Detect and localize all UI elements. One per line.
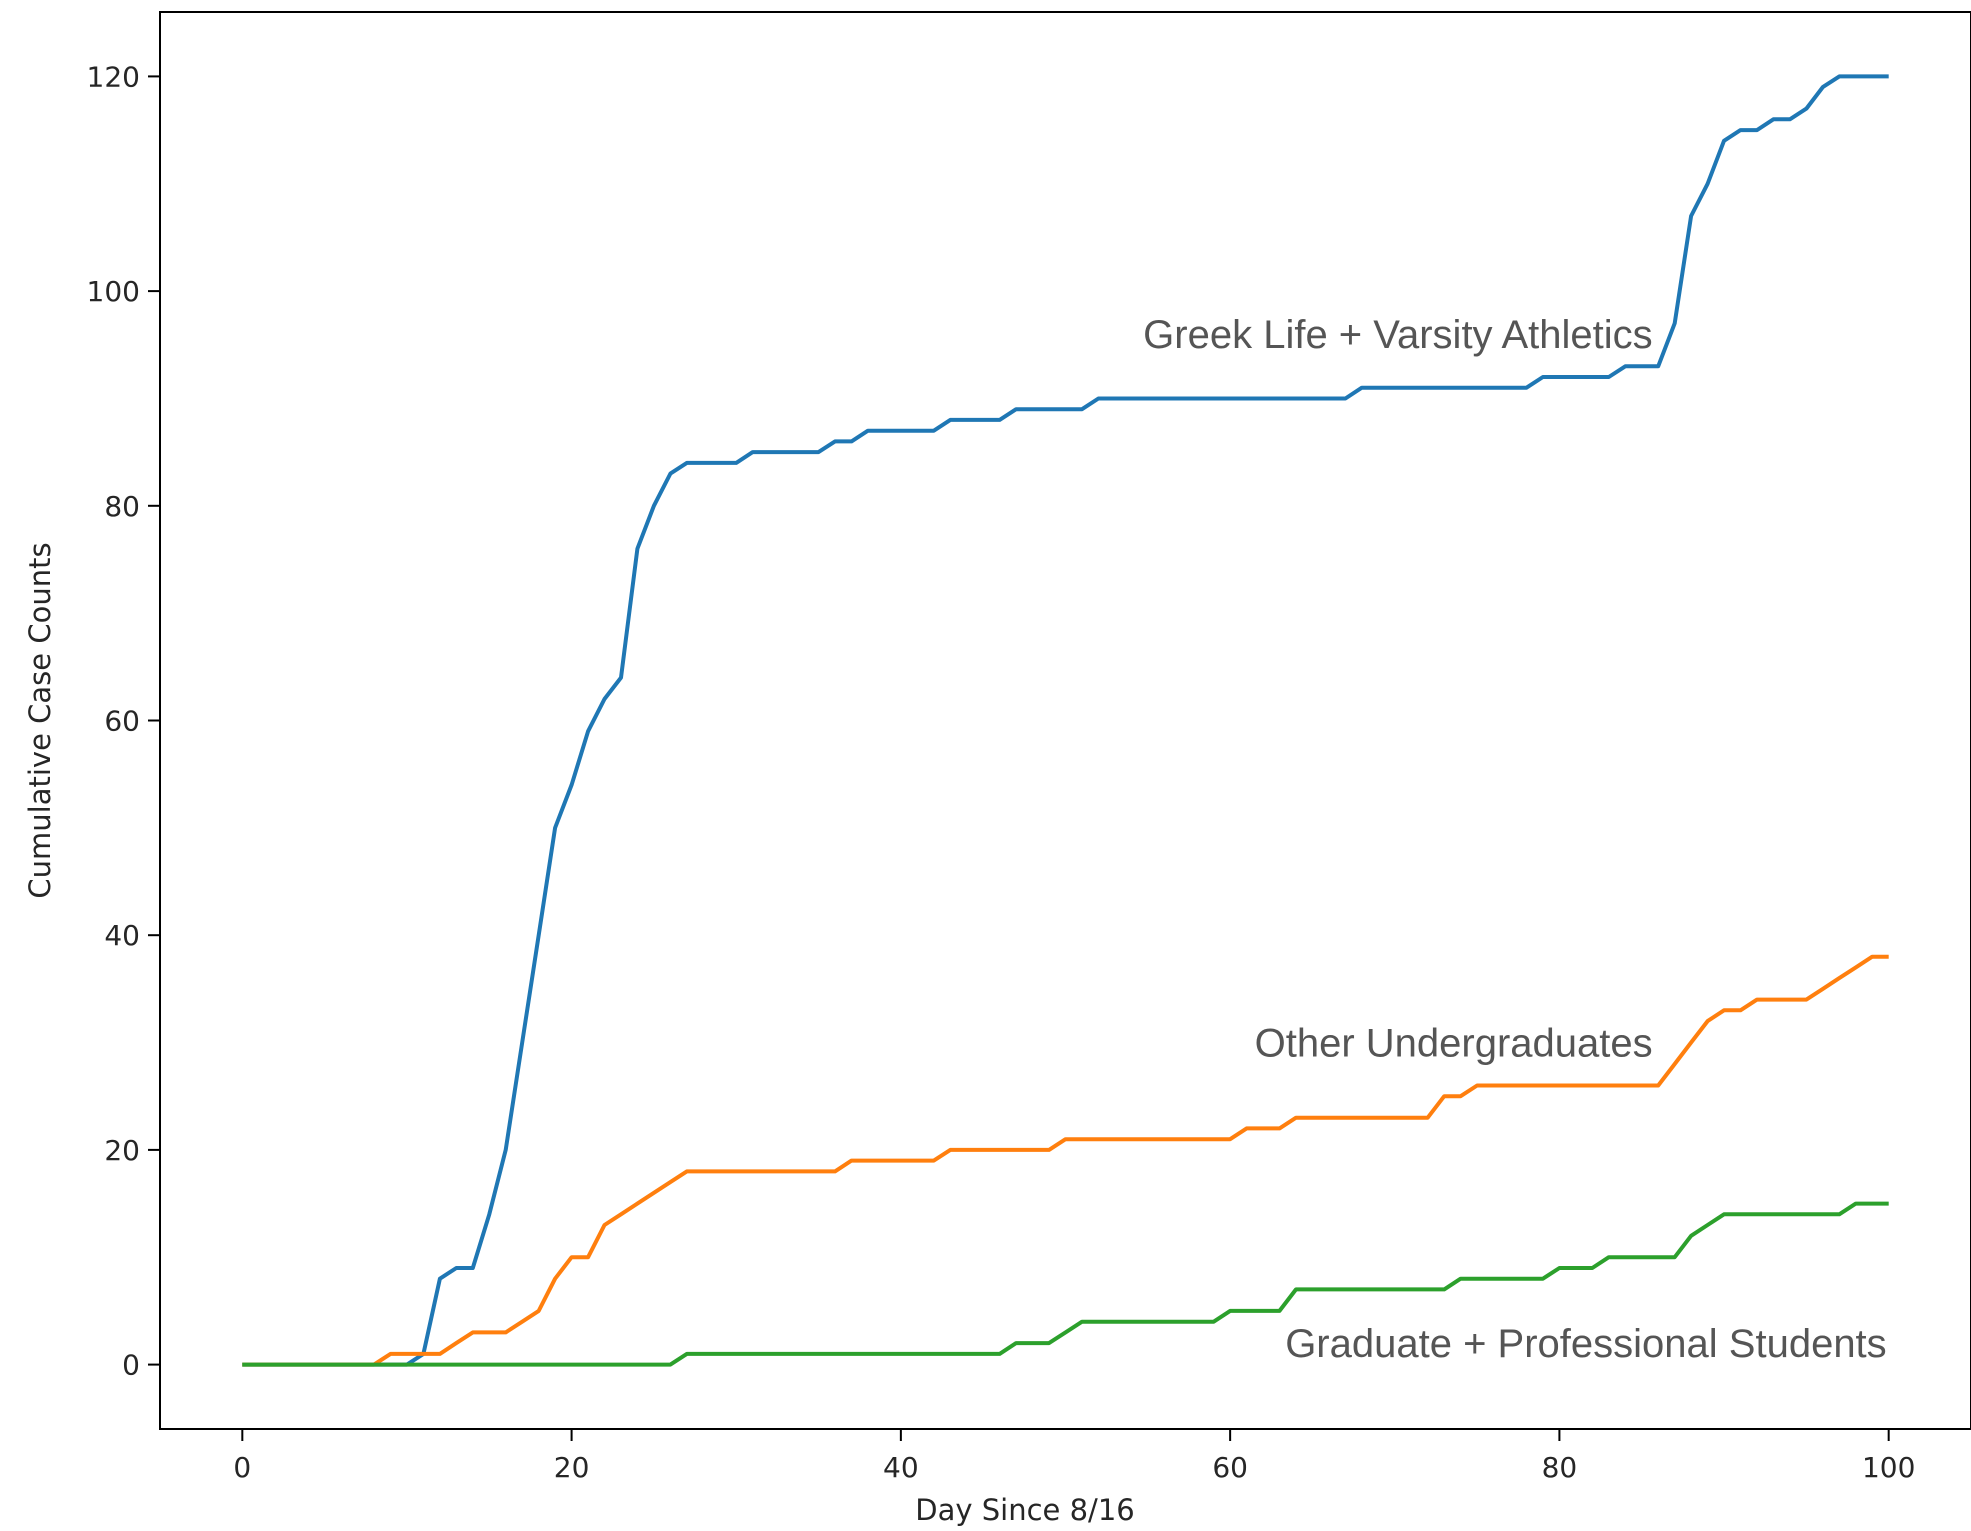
y-tick-label: 60 bbox=[104, 705, 140, 738]
y-tick-label: 40 bbox=[104, 919, 140, 952]
y-tick-label: 0 bbox=[122, 1349, 140, 1382]
series-line-greek bbox=[242, 74, 1889, 1367]
y-tick-label: 120 bbox=[87, 60, 140, 93]
annotation-grad: Graduate + Professional Students bbox=[1285, 1322, 1886, 1366]
annotations: Greek Life + Varsity Athletics Other Unde… bbox=[1143, 313, 1887, 1366]
x-axis: 0 20 40 60 80 100 bbox=[233, 1429, 1915, 1484]
x-tick-label: 20 bbox=[554, 1451, 590, 1484]
annotation-undergrad: Other Undergraduates bbox=[1255, 1022, 1653, 1066]
y-axis-label: Cumulative Case Counts bbox=[23, 542, 57, 898]
y-tick-label: 100 bbox=[87, 275, 140, 308]
x-tick-label: 60 bbox=[1212, 1451, 1248, 1484]
x-tick-label: 0 bbox=[233, 1451, 251, 1484]
series-line-undergrad bbox=[242, 954, 1889, 1367]
x-tick-label: 100 bbox=[1862, 1451, 1915, 1484]
x-tick-label: 80 bbox=[1542, 1451, 1578, 1484]
series-lines bbox=[242, 74, 1889, 1367]
x-axis-label: Day Since 8/16 bbox=[915, 1493, 1134, 1527]
annotation-greek: Greek Life + Varsity Athletics bbox=[1143, 313, 1652, 357]
y-tick-label: 20 bbox=[104, 1134, 140, 1167]
y-tick-label: 80 bbox=[104, 490, 140, 523]
series-line-grad bbox=[242, 1201, 1889, 1367]
y-axis: 0 20 40 60 80 100 120 bbox=[87, 60, 160, 1382]
x-tick-label: 40 bbox=[883, 1451, 919, 1484]
